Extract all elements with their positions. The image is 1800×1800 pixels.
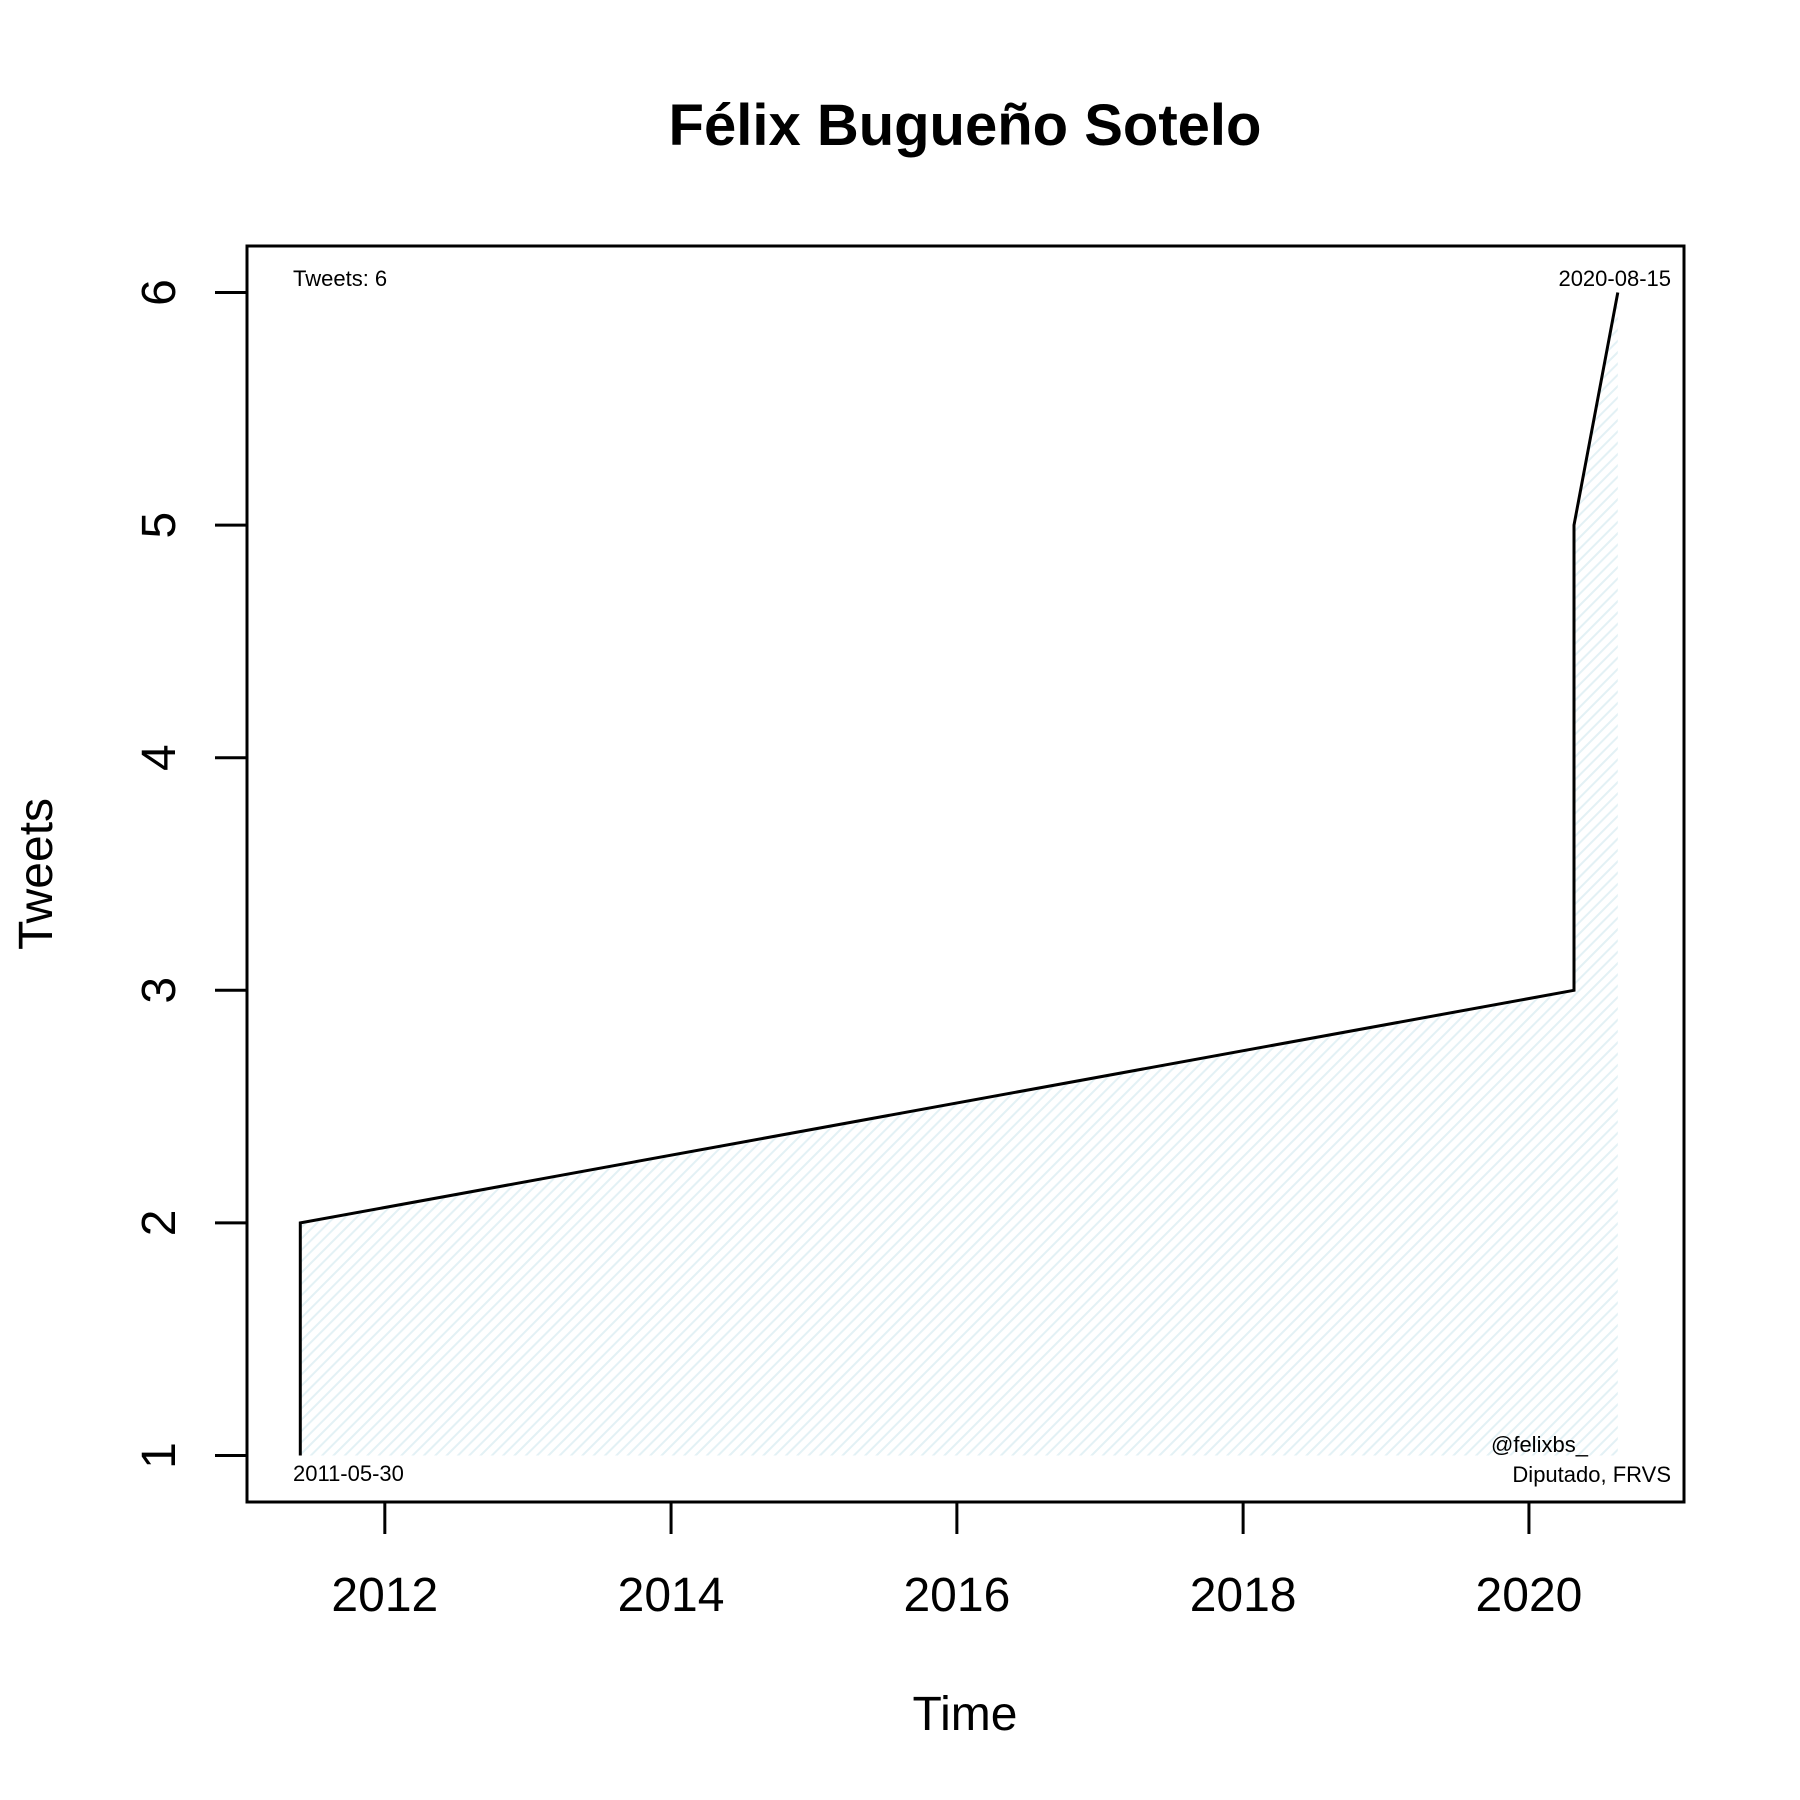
y-tick-label: 1 <box>133 1442 186 1469</box>
x-tick-label: 2012 <box>331 1569 438 1622</box>
handle-label: @felixbs_ <box>1491 1432 1589 1457</box>
plot-frame <box>245 244 1686 1504</box>
x-tick-label: 2016 <box>903 1569 1010 1622</box>
y-tick-label: 3 <box>133 977 186 1004</box>
x-tick-label: 2018 <box>1190 1569 1297 1622</box>
x-axis-label: Time <box>913 1688 1018 1741</box>
first-date-label: 2011-05-30 <box>293 1461 404 1486</box>
y-axis: 1 2 3 4 5 6 <box>133 279 247 1469</box>
y-tick-label: 4 <box>133 744 186 771</box>
tweet-count-label: Tweets: 6 <box>293 266 387 291</box>
x-tick-label: 2014 <box>618 1569 725 1622</box>
y-tick-label: 5 <box>133 512 186 539</box>
role-label: Diputado, FRVS <box>1512 1462 1671 1487</box>
y-tick-label: 6 <box>133 279 186 306</box>
y-tick-label: 2 <box>133 1210 186 1237</box>
x-axis: 2012 2014 2016 2018 2020 <box>331 1502 1582 1622</box>
chart-title: Félix Bugueño Sotelo <box>669 93 1262 158</box>
last-date-label: 2020-08-15 <box>1558 266 1671 291</box>
y-axis-label: Tweets <box>10 798 63 950</box>
x-tick-label: 2020 <box>1476 1569 1583 1622</box>
series-line <box>298 292 1620 1456</box>
area-fill <box>300 292 1618 1456</box>
